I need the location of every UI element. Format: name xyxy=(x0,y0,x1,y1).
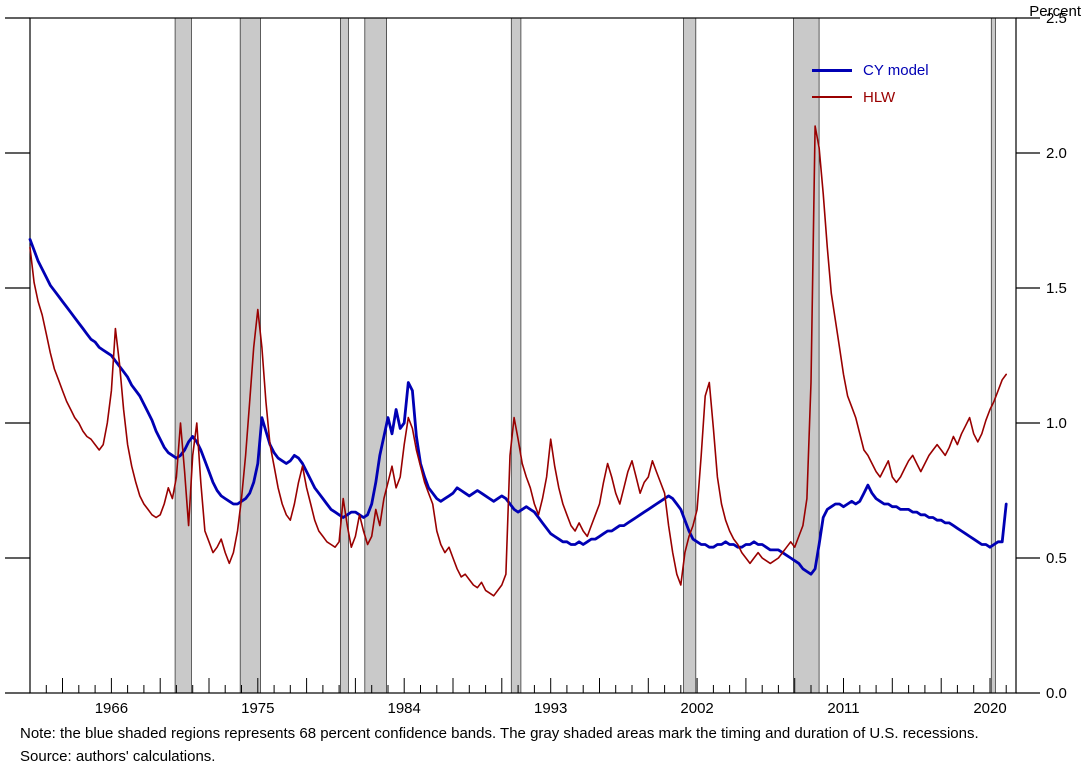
legend: CY model HLW xyxy=(812,61,929,106)
legend-line-swatch-cy-model xyxy=(812,68,852,72)
x-tick-label: 1984 xyxy=(388,700,421,715)
x-axis: 1966 1975 1984 1993 2002 2011 2020 xyxy=(29,678,1007,715)
y-axis-title: Percent xyxy=(1029,3,1081,20)
recession-band xyxy=(174,17,192,694)
legend-line-swatch-hlw xyxy=(812,96,852,98)
recession-bands xyxy=(174,17,996,694)
x-tick-label: 1975 xyxy=(241,700,274,715)
x-tick-label: 1966 xyxy=(95,700,128,715)
y-tick-label: 0.0 xyxy=(1046,685,1067,702)
recession-band xyxy=(683,17,697,694)
x-tick-label: 2020 xyxy=(973,700,1006,715)
x-tick-label: 2011 xyxy=(827,700,859,715)
recession-band xyxy=(364,17,387,694)
legend-label-hlw: HLW xyxy=(863,88,896,106)
chart-canvas: 0.0 0.5 1.0 1.5 2.0 2.5 1966 1975 1984 1993 2002 20… xyxy=(5,10,1067,715)
legend-item-hlw: HLW xyxy=(812,88,929,106)
x-tick-label: 1993 xyxy=(534,700,567,715)
y-tick-label: 2.0 xyxy=(1046,145,1067,162)
recession-band xyxy=(239,17,261,694)
note-text: Note: the blue shaded regions represents… xyxy=(20,725,979,742)
legend-label-cy-model: CY model xyxy=(863,61,929,79)
series-hlw xyxy=(29,125,1007,597)
recession-band xyxy=(510,17,522,694)
source-text: Source: authors' calculations. xyxy=(20,747,216,765)
y-tick-label: 1.0 xyxy=(1046,415,1067,432)
y-tick-label: 0.5 xyxy=(1046,550,1067,567)
recession-band xyxy=(339,17,349,694)
plot-frame xyxy=(29,17,1017,694)
x-tick-label: 2002 xyxy=(680,700,713,715)
y-tick-label: 1.5 xyxy=(1046,280,1067,297)
y-tick-label: 2.5 xyxy=(1046,10,1067,27)
recession-band xyxy=(990,17,996,694)
series-cy-model xyxy=(28,238,1008,576)
legend-item-cy-model: CY model xyxy=(812,61,929,79)
chart: 0.0 0.5 1.0 1.5 2.0 2.5 1966 1975 1984 1993 2002 20… xyxy=(5,3,1081,715)
footnotes: Note: the blue shaded regions represents… xyxy=(0,715,1088,768)
y-axis: 0.0 0.5 1.0 1.5 2.0 2.5 xyxy=(5,10,1067,702)
recession-band xyxy=(793,17,820,694)
